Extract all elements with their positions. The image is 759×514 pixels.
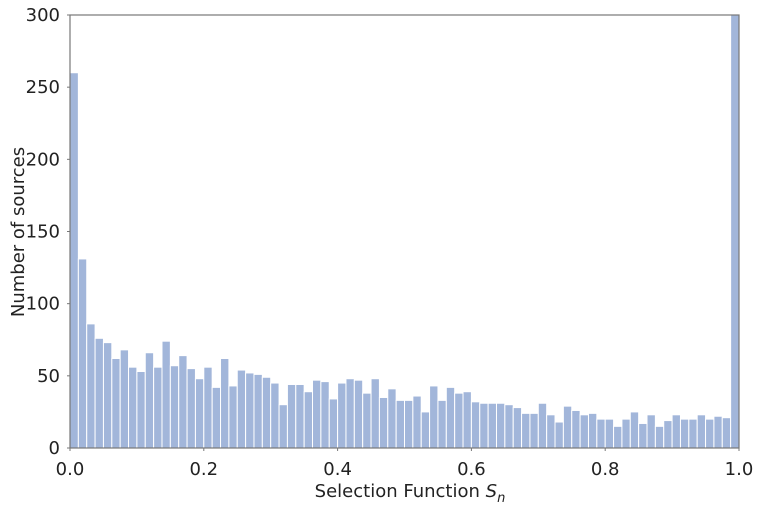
bar (253, 373, 263, 449)
bar (337, 382, 347, 449)
bar (638, 422, 648, 449)
bar (587, 412, 598, 449)
x-tick-label: 0.0 (56, 459, 85, 480)
bar (203, 366, 213, 449)
bar (136, 371, 146, 449)
bar (429, 385, 439, 449)
bar (713, 415, 723, 449)
x-tick-label: 0.8 (591, 459, 620, 480)
bar (228, 385, 238, 449)
y-axis-label: Number of sources (8, 147, 29, 317)
x-tick-label: 0.2 (189, 459, 218, 480)
bar (236, 369, 247, 449)
y-tick-label: 100 (26, 294, 60, 315)
bar (404, 399, 414, 449)
bar (437, 399, 447, 449)
bar (705, 418, 715, 449)
bar (395, 399, 406, 449)
bar (521, 412, 531, 449)
bar (479, 402, 489, 449)
bar (412, 395, 422, 449)
y-tick-label: 200 (26, 149, 60, 170)
bar (629, 411, 640, 449)
x-tick-label: 1.0 (725, 459, 754, 480)
x-label-symbol: S (486, 481, 497, 502)
bar (286, 383, 297, 449)
bar (529, 412, 539, 449)
bar (370, 378, 380, 449)
bar (663, 420, 673, 449)
y-tick-label: 300 (26, 5, 60, 26)
bar (194, 378, 205, 449)
bar (420, 411, 431, 449)
bar (186, 368, 196, 449)
bar (153, 366, 163, 449)
bar (128, 366, 138, 449)
bar (571, 409, 581, 449)
bar (144, 352, 155, 449)
bar (245, 372, 255, 449)
bar (220, 358, 230, 449)
bar (554, 421, 564, 449)
bar (445, 386, 456, 449)
bar (362, 392, 372, 449)
bar (94, 337, 104, 449)
bar (178, 355, 188, 449)
bar (111, 358, 121, 449)
y-tick-label: 250 (26, 77, 60, 98)
bar (169, 365, 180, 449)
bar (454, 392, 464, 449)
bar (295, 383, 305, 449)
bar (119, 349, 130, 449)
bar (512, 407, 523, 449)
bar (86, 323, 96, 449)
bar (562, 405, 573, 449)
bar (604, 418, 615, 449)
bar (345, 378, 355, 449)
bar (721, 417, 732, 449)
bar (696, 414, 707, 449)
bar (270, 382, 280, 449)
bar (679, 418, 690, 449)
bar (161, 340, 171, 449)
bar (462, 391, 472, 449)
bar (537, 402, 548, 449)
bar (312, 379, 322, 449)
bar (278, 404, 288, 449)
y-tick-label: 0 (49, 438, 60, 459)
x-axis-label: Selection Function Sn (315, 481, 506, 506)
bar (261, 376, 272, 449)
bar (77, 258, 88, 449)
bar (495, 402, 506, 449)
bar (504, 404, 514, 449)
bar (328, 398, 339, 449)
bar (621, 418, 631, 449)
x-tick-label: 0.6 (457, 459, 486, 480)
bar (730, 14, 740, 449)
bar (487, 402, 497, 449)
bar (646, 414, 656, 449)
bar (320, 381, 330, 449)
bar (353, 379, 364, 449)
bar (579, 414, 589, 449)
x-label-subscript: n (497, 491, 505, 506)
x-label-text: Selection Function (315, 481, 480, 502)
bar (378, 396, 389, 449)
bar (688, 418, 698, 449)
bar (387, 388, 397, 449)
y-tick-label: 50 (37, 366, 60, 387)
bar (613, 425, 623, 449)
bar (470, 401, 481, 449)
bar (303, 391, 314, 449)
bar (596, 418, 606, 449)
x-tick-label: 0.4 (323, 459, 352, 480)
y-tick-label: 150 (26, 222, 60, 243)
bar (671, 414, 681, 449)
bar (69, 72, 79, 449)
bar (654, 425, 665, 449)
bar (102, 342, 113, 449)
bar (546, 414, 556, 449)
bar (211, 386, 222, 449)
